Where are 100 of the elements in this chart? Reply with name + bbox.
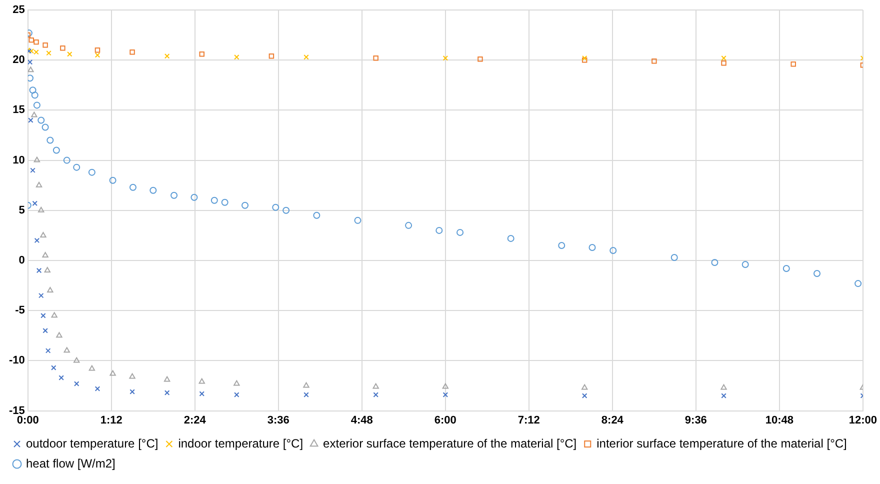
point xyxy=(304,54,309,60)
point xyxy=(52,146,60,154)
point xyxy=(313,212,320,219)
point xyxy=(790,61,796,67)
y-tick-label: -5 xyxy=(15,304,25,317)
point xyxy=(234,380,240,386)
point xyxy=(814,270,821,278)
point xyxy=(28,118,34,123)
point xyxy=(38,292,44,298)
x-tick-label: 7:12 xyxy=(518,414,540,426)
point xyxy=(45,348,51,354)
point xyxy=(64,347,70,353)
x-tick-label: 1:12 xyxy=(100,414,122,426)
point xyxy=(56,332,62,338)
y-tick-label: 0 xyxy=(18,254,25,267)
point xyxy=(44,267,50,273)
point xyxy=(63,156,70,164)
point xyxy=(854,280,862,288)
point xyxy=(303,382,310,388)
point xyxy=(442,55,448,61)
point xyxy=(721,60,726,66)
x-tick-label: 6:00 xyxy=(434,414,456,426)
point xyxy=(51,312,58,318)
legend-label: exterior surface temperature of the material [°C] xyxy=(323,436,577,450)
legend-label: outdoor temperature [°C] xyxy=(26,436,158,450)
x-tick-label: 8:24 xyxy=(601,414,624,426)
point xyxy=(60,45,66,51)
point xyxy=(373,392,378,398)
point xyxy=(150,186,157,194)
point xyxy=(31,112,38,118)
point xyxy=(33,102,40,109)
x-tick-label: 2:24 xyxy=(184,414,207,426)
point xyxy=(170,192,178,199)
point xyxy=(588,244,596,251)
point xyxy=(47,287,54,293)
point xyxy=(30,168,36,173)
point xyxy=(94,47,100,53)
point xyxy=(442,383,449,389)
point xyxy=(711,259,718,266)
point xyxy=(109,176,116,184)
point xyxy=(129,373,136,379)
point xyxy=(282,206,290,214)
legend-label: interior surface temperature of the material [°C] xyxy=(596,436,847,450)
x-tick-label: 12:00 xyxy=(848,414,878,426)
point xyxy=(32,200,38,206)
point xyxy=(581,384,588,390)
point xyxy=(721,55,726,61)
y-tick-label: -10 xyxy=(8,354,25,367)
point xyxy=(268,53,274,59)
point xyxy=(58,375,64,380)
point xyxy=(272,204,280,211)
point xyxy=(670,254,678,261)
point xyxy=(34,49,39,55)
y-tick-label: 15 xyxy=(12,104,25,116)
point xyxy=(242,202,249,209)
point xyxy=(436,226,443,234)
y-tick-label: 25 xyxy=(12,4,25,16)
point xyxy=(742,261,749,268)
point xyxy=(67,51,72,57)
point xyxy=(190,194,198,201)
point xyxy=(88,168,96,176)
point xyxy=(130,49,135,55)
point xyxy=(40,312,46,318)
y-tick-label: 10 xyxy=(12,154,25,166)
point xyxy=(34,39,39,45)
point xyxy=(720,384,727,390)
point xyxy=(94,52,100,58)
point xyxy=(234,54,240,60)
point xyxy=(304,392,309,398)
point xyxy=(28,59,33,65)
point xyxy=(442,392,448,398)
x-tick-label: 9:36 xyxy=(684,414,707,426)
point xyxy=(372,383,379,389)
y-tick-label: 5 xyxy=(18,204,25,216)
point xyxy=(36,182,42,188)
point xyxy=(28,74,34,82)
point xyxy=(73,164,80,171)
y-tick-label: 20 xyxy=(12,54,25,66)
point xyxy=(28,66,34,72)
point xyxy=(782,265,790,272)
point xyxy=(199,391,204,396)
point xyxy=(405,222,412,229)
point xyxy=(610,246,617,254)
point xyxy=(164,53,170,59)
point xyxy=(164,390,170,396)
point xyxy=(42,42,48,48)
point xyxy=(354,216,362,224)
point xyxy=(46,136,54,144)
point xyxy=(129,184,136,191)
legend-label: heat flow [W/m2] xyxy=(26,456,116,470)
point xyxy=(221,198,228,206)
point xyxy=(198,378,205,384)
point xyxy=(582,393,588,398)
x-tick-label: 4:48 xyxy=(350,414,373,426)
point xyxy=(51,365,56,370)
point xyxy=(164,376,170,382)
y-tick-label: -15 xyxy=(8,404,25,417)
point xyxy=(34,238,40,244)
point xyxy=(40,232,46,238)
point xyxy=(110,370,116,376)
